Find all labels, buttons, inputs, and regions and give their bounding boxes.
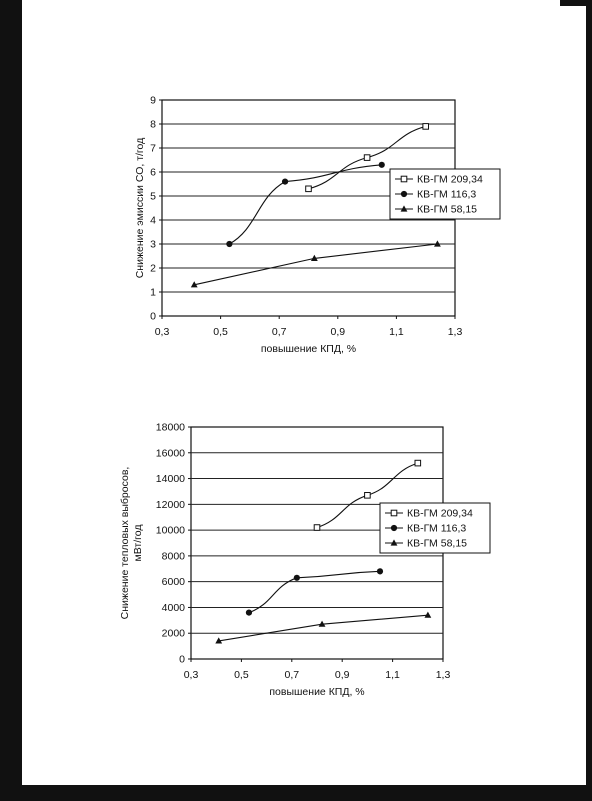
y-tick-label: 14000 [156,473,185,485]
legend-entry-label: КВ-ГМ 116,3 [407,523,466,535]
legend-entry-label: КВ-ГМ 209,34 [407,508,473,520]
data-point [422,123,429,130]
y-tick-label: 4000 [162,602,186,614]
data-point [318,620,326,627]
legend-marker [400,205,408,212]
legend-entry-label: КВ-ГМ 58,15 [417,204,477,216]
y-tick-label: 2000 [162,628,186,640]
series-line [194,243,438,286]
x-tick-label: 1,3 [436,669,451,681]
data-point [281,178,289,185]
x-tick-label: 1,1 [385,669,400,681]
y-axis-label-line: мВт/год [132,525,144,562]
x-tick-label: 0,3 [184,669,199,681]
x-tick-label: 0,3 [155,326,170,338]
y-tick-label: 7 [150,143,156,155]
legend-entry-label: КВ-ГМ 116,3 [417,189,476,201]
data-point [364,492,371,499]
x-tick-label: 1,3 [448,326,463,338]
y-tick-label: 8 [150,119,156,131]
series-line [229,164,382,245]
legend-marker [390,509,398,517]
data-point [434,240,441,247]
data-point [378,161,385,168]
heat-emission-chart: 0 2000 4000 6000 8000 10000 12000 14000 16000 180… [119,422,491,698]
data-point [190,281,198,288]
scan-border-right [586,0,592,801]
data-point [215,637,223,644]
legend-marker [390,524,398,532]
legend-marker [390,539,398,546]
y-tick-label: 2 [150,263,156,275]
x-tick-label: 0,9 [335,669,350,681]
co-emission-chart: 0 1 2 3 4 5 6 7 8 9 0,3 0,5 0,7 0,9 1,1 1,3 повышение КП… [134,95,501,355]
data-point [313,524,321,531]
data-point [226,240,233,248]
y-tick-label: 4 [150,215,156,227]
data-point [293,574,300,581]
y-tick-label: 6000 [162,576,186,588]
series-line [248,570,381,614]
legend-entry-label: КВ-ГМ 58,15 [407,538,467,550]
data-point [245,609,253,616]
data-point [310,254,318,261]
y-tick-label: 0 [150,311,156,323]
y-tick-label: 9 [150,95,156,107]
y-axis-label-line: Снижение тепловых выбросов, [119,467,131,620]
data-point [363,154,371,161]
x-axis-label: повышение КПД, % [269,686,364,698]
y-tick-label: 5 [150,191,156,203]
data-point [414,459,422,467]
x-tick-label: 0,9 [330,326,345,338]
scan-corner-mark [560,0,592,6]
y-tick-label: 8000 [162,550,186,562]
x-tick-label: 0,5 [234,669,249,681]
x-tick-label: 0,7 [272,326,287,338]
scan-border-bottom [0,785,592,801]
scan-border-left [0,0,22,801]
x-tick-label: 0,7 [284,669,299,681]
y-tick-label: 3 [150,239,156,251]
x-axis-label: повышение КПД, % [261,343,356,355]
series-line [218,614,428,642]
legend-marker [400,190,408,198]
x-tick-label: 1,1 [389,326,404,338]
y-tick-label: 0 [179,654,185,666]
y-tick-label: 12000 [156,499,185,511]
y-tick-label: 10000 [156,525,185,537]
legend-entry-label: КВ-ГМ 209,34 [417,174,483,186]
data-point [376,568,384,575]
y-tick-label: 6 [150,167,156,179]
y-tick-label: 1 [150,287,156,299]
x-tick-label: 0,5 [213,326,228,338]
y-axis-label: Снижение эмиссии СО, т/год [134,138,146,279]
data-point [424,611,432,618]
y-tick-label: 16000 [156,447,185,459]
legend-marker [400,175,408,183]
data-point [305,185,312,193]
y-tick-label: 18000 [156,422,185,434]
